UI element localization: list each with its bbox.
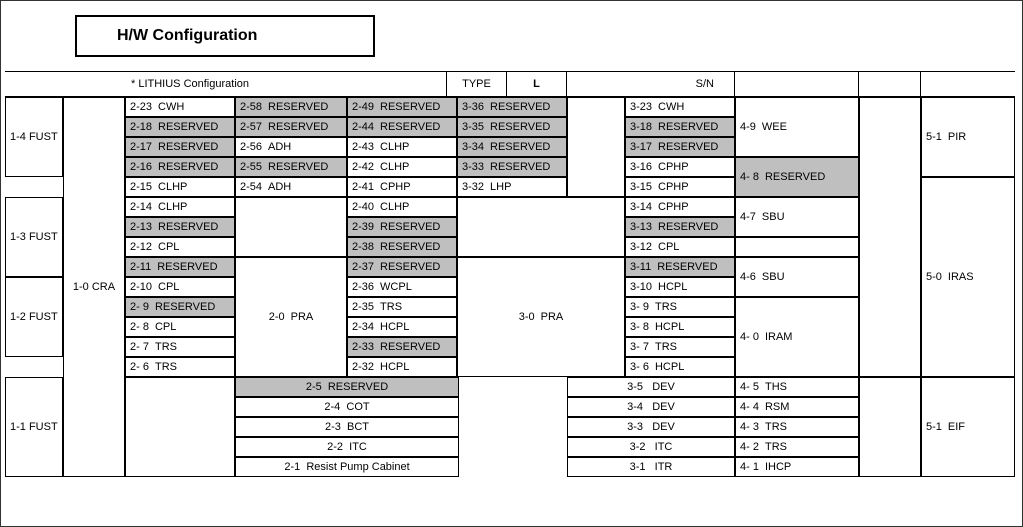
slot-cell: 2-17 RESERVED (125, 137, 235, 157)
col8-cell: 4- 2 TRS (735, 437, 859, 457)
slot-cell: 3-16 CPHP (625, 157, 735, 177)
slot-cell: 2-12 CPL (125, 237, 235, 257)
slot-cell: 3-10 HCPL (625, 277, 735, 297)
slot-cell: 3- 8 HCPL (625, 317, 735, 337)
slot-cell: 3-17 RESERVED (625, 137, 735, 157)
slot-cell: 2-37 RESERVED (347, 257, 457, 277)
bottomB-cell: 3-2 ITC (567, 437, 735, 457)
slot-cell: 3-11 RESERVED (625, 257, 735, 277)
page: H/W Configuration * LITHIUS Configuratio… (0, 0, 1023, 527)
col8-cell: 4-6 SBU (735, 257, 859, 297)
col8-cell: 4- 1 IHCP (735, 457, 859, 477)
slot-cell: 3-12 CPL (625, 237, 735, 257)
blank-cell (457, 197, 625, 257)
bottomA-cell: 2-3 BCT (235, 417, 459, 437)
slot-cell: 2- 9 RESERVED (125, 297, 235, 317)
col8-cell: 4- 5 THS (735, 377, 859, 397)
slot-cell: 3- 6 HCPL (625, 357, 735, 377)
fust-cell: 1-4 FUST (5, 97, 63, 177)
bottomA-cell: 2-2 ITC (235, 437, 459, 457)
slot-cell: 2- 6 TRS (125, 357, 235, 377)
col10-cell: 5-1 PIR (921, 97, 1015, 177)
slot-cell: 3- 7 TRS (625, 337, 735, 357)
cra-cell: 1-0 CRA (63, 97, 125, 477)
slot-cell: 2-44 RESERVED (347, 117, 457, 137)
slot-cell: 2-54 ADH (235, 177, 347, 197)
col8-cell: 4- 0 IRAM (735, 297, 859, 377)
blank-cell (735, 237, 859, 257)
slot-cell: 2-49 RESERVED (347, 97, 457, 117)
slot-cell: 3-15 CPHP (625, 177, 735, 197)
slot-cell: 2-35 TRS (347, 297, 457, 317)
title-box: H/W Configuration (75, 15, 375, 57)
blank-cell (859, 97, 921, 377)
slot-cell: 2-33 RESERVED (347, 337, 457, 357)
slot-cell: 2-13 RESERVED (125, 217, 235, 237)
slot-cell: 2-10 CPL (125, 277, 235, 297)
slot-cell: 2-40 CLHP (347, 197, 457, 217)
slot-cell: 2- 7 TRS (125, 337, 235, 357)
pra-cell: 3-0 PRA (457, 257, 625, 377)
sn-value (735, 72, 859, 96)
col8-cell: 4- 3 TRS (735, 417, 859, 437)
slot-cell: 3-33 RESERVED (457, 157, 567, 177)
bottomB-cell: 3-3 DEV (567, 417, 735, 437)
slot-cell: 2-39 RESERVED (347, 217, 457, 237)
slot-cell: 2-36 WCPL (347, 277, 457, 297)
slot-cell: 3-14 CPHP (625, 197, 735, 217)
slot-cell: 3-32 LHP (457, 177, 567, 197)
slot-cell: 3-34 RESERVED (457, 137, 567, 157)
slot-cell: 3-36 RESERVED (457, 97, 567, 117)
pra-cell: 2-0 PRA (235, 257, 347, 377)
grid-header: * LITHIUS Configuration TYPE L S/N (5, 71, 1015, 97)
col8-cell: 4-7 SBU (735, 197, 859, 237)
fust-cell: 1-3 FUST (5, 197, 63, 277)
slot-cell: 3-13 RESERVED (625, 217, 735, 237)
slot-cell: 2-23 CWH (125, 97, 235, 117)
slot-cell: 2-16 RESERVED (125, 157, 235, 177)
type-header: TYPE (447, 72, 507, 96)
slot-cell: 2-14 CLHP (125, 197, 235, 217)
bottomB-cell: 3-4 DEV (567, 397, 735, 417)
bottomA-cell: 2-4 COT (235, 397, 459, 417)
slot-cell: 2-38 RESERVED (347, 237, 457, 257)
slot-cell: 2-58 RESERVED (235, 97, 347, 117)
slot-cell: 2-18 RESERVED (125, 117, 235, 137)
blank-cell (235, 197, 347, 257)
slot-cell: 2-15 CLHP (125, 177, 235, 197)
slot-cell: 2-32 HCPL (347, 357, 457, 377)
slot-cell: 2-56 ADH (235, 137, 347, 157)
slot-cell: 3- 9 TRS (625, 297, 735, 317)
slot-cell: 3-23 CWH (625, 97, 735, 117)
slot-cell: 2-57 RESERVED (235, 117, 347, 137)
slot-cell: 2-41 CPHP (347, 177, 457, 197)
subtitle: * LITHIUS Configuration (125, 72, 447, 96)
bottomB-cell: 3-1 ITR (567, 457, 735, 477)
col8-cell: 4-9 WEE (735, 97, 859, 157)
bottomA-cell: 2-5 RESERVED (235, 377, 459, 397)
slot-cell: 3-18 RESERVED (625, 117, 735, 137)
blank-cell (859, 377, 921, 477)
slot-cell: 2-55 RESERVED (235, 157, 347, 177)
slot-cell: 2- 8 CPL (125, 317, 235, 337)
slot-cell: 2-34 HCPL (347, 317, 457, 337)
col8-cell: 4- 8 RESERVED (735, 157, 859, 197)
bottomB-cell: 3-5 DEV (567, 377, 735, 397)
fust-cell: 1-2 FUST (5, 277, 63, 357)
col10-cell: 5-0 IRAS (921, 177, 1015, 377)
blank-cell (125, 377, 235, 477)
bottomA-cell: 2-1 Resist Pump Cabinet (235, 457, 459, 477)
slot-cell: 2-42 CLHP (347, 157, 457, 177)
col8-cell: 4- 4 RSM (735, 397, 859, 417)
fust-cell: 1-1 FUST (5, 377, 63, 477)
type-value: L (507, 72, 567, 96)
page-title: H/W Configuration (117, 27, 313, 45)
col10-cell: 5-1 EIF (921, 377, 1015, 477)
slot-cell: 2-43 CLHP (347, 137, 457, 157)
blank-cell (567, 97, 625, 197)
sn-header: S/N (567, 72, 735, 96)
slot-cell: 3-35 RESERVED (457, 117, 567, 137)
slot-cell: 2-11 RESERVED (125, 257, 235, 277)
